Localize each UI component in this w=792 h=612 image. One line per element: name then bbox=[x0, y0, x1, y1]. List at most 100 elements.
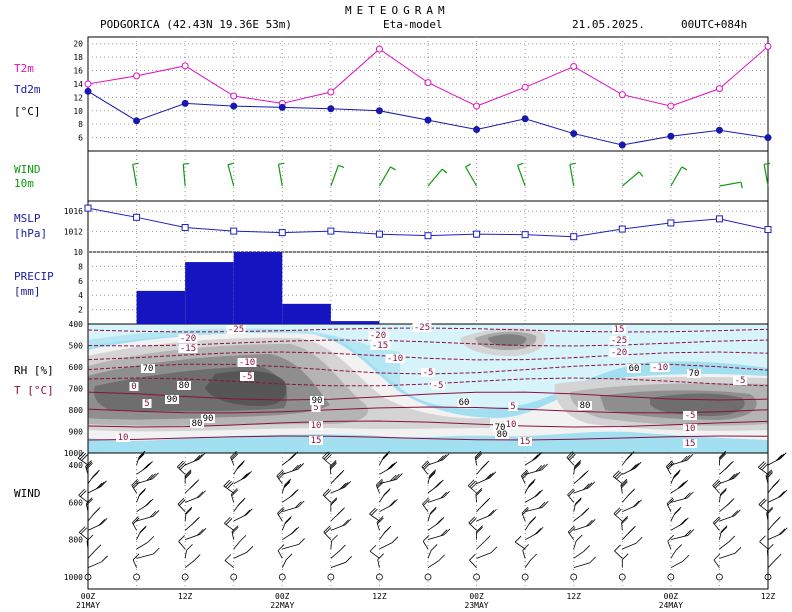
wind-profile-barb-feather bbox=[568, 527, 576, 534]
rh-label-box bbox=[165, 395, 179, 404]
temp-contour-label: -25 bbox=[228, 325, 244, 335]
temp-label-box bbox=[178, 344, 198, 353]
wind-profile-barb-feather bbox=[767, 544, 774, 551]
precip-bar bbox=[282, 303, 331, 324]
wind-profile-barb-feather bbox=[369, 507, 376, 515]
wind10m-barb bbox=[427, 168, 443, 187]
wind-profile-barb-feather bbox=[586, 519, 593, 527]
mslp-point bbox=[764, 226, 772, 234]
precip-tick-label: 4 bbox=[78, 291, 83, 300]
mslp-panel bbox=[87, 200, 769, 253]
wind10m-barb-flag bbox=[183, 162, 190, 165]
temp-contour-label: -15 bbox=[180, 344, 196, 354]
wind-profile-barb-feather bbox=[734, 509, 741, 517]
wind-profile-barb-feather bbox=[178, 535, 185, 542]
wind-profile-barb-feather bbox=[585, 482, 593, 489]
wind-profile-barb-feather bbox=[329, 460, 337, 467]
wind-profile-barb-feather bbox=[528, 517, 536, 525]
wind-profile-barb-feather bbox=[291, 464, 299, 472]
wind-profile-barb-feather bbox=[720, 526, 728, 534]
wind-profile-barb-feather bbox=[100, 518, 108, 525]
wind-profile-barb-feather bbox=[295, 501, 302, 509]
wind-profile-barb-feather bbox=[621, 516, 628, 523]
wind-profile-barb-feather bbox=[468, 516, 476, 524]
wind-profile-barb-feather bbox=[278, 472, 286, 480]
wind-profile-barb-feather bbox=[79, 453, 87, 460]
data-point-t2m bbox=[764, 42, 772, 50]
wind-profile-barb-feather bbox=[246, 546, 254, 553]
wind-profile-barb-feather bbox=[132, 553, 140, 561]
wind-profile-barb-feather bbox=[728, 535, 736, 543]
wind-profile-barb bbox=[136, 553, 154, 559]
temp-contour-label: 5 bbox=[313, 403, 318, 413]
wind-profile-barb-feather bbox=[393, 473, 400, 481]
wind-calm-circle bbox=[327, 573, 335, 581]
wind-profile-barb-feather bbox=[574, 460, 582, 467]
precip-bar bbox=[233, 252, 283, 324]
wind-calm-circle bbox=[376, 573, 383, 581]
wind-profile-barb-feather bbox=[728, 473, 736, 481]
wind-profile-barb-feather bbox=[588, 519, 596, 526]
wind-profile-barb-feather bbox=[442, 453, 450, 461]
wind-profile-barb-feather bbox=[193, 554, 201, 561]
wind-profile-barb-feather bbox=[396, 473, 403, 480]
wind-profile-barb bbox=[758, 467, 769, 475]
temp-contour-label: -10 bbox=[652, 363, 668, 373]
wind-calm-circle bbox=[230, 573, 238, 581]
wind-profile-barb bbox=[369, 513, 380, 522]
wind-profile-barb-feather bbox=[177, 497, 185, 505]
wind-profile-barb-feather bbox=[541, 463, 549, 471]
wind-profile-barb-feather bbox=[422, 534, 430, 542]
rh-contour-label: 60 bbox=[629, 364, 640, 374]
wind-profile-barb-feather bbox=[521, 470, 529, 478]
wind-calm-circle bbox=[133, 573, 140, 581]
wind-profile-barb-feather bbox=[422, 497, 429, 505]
wind-profile-barb bbox=[379, 542, 393, 550]
wind-profile-barb-feather bbox=[534, 528, 542, 535]
wind-profile-barb-feather bbox=[731, 472, 738, 480]
wind-profile-barb-feather bbox=[438, 554, 445, 562]
wind-profile-barb-feather bbox=[567, 488, 574, 496]
wind-profile-barb-feather bbox=[534, 490, 541, 498]
wind-profile-barb-feather bbox=[674, 506, 682, 514]
rh-shading bbox=[88, 324, 768, 453]
wind-profile-barb-feather bbox=[480, 463, 488, 470]
wind-profile-barb-feather bbox=[369, 544, 377, 552]
wind-profile-barb-feather bbox=[297, 500, 305, 508]
wind-profile-barb-feather bbox=[632, 463, 640, 470]
wind-profile-barb-feather bbox=[719, 452, 726, 459]
wind-profile-barb-feather bbox=[421, 460, 429, 468]
wind10m-barb-flag bbox=[441, 168, 448, 174]
temp-tick-label: 8 bbox=[78, 120, 83, 129]
wind-profile-barb-feather bbox=[285, 553, 293, 561]
rh-label-box bbox=[578, 401, 592, 410]
data-point-td2m bbox=[764, 134, 772, 142]
wind-profile-pressure-label: 800 bbox=[69, 536, 84, 545]
temp-tick-label: 10 bbox=[73, 107, 83, 116]
data-point-t2m bbox=[133, 72, 141, 80]
temp-contour-label: -20 bbox=[611, 348, 627, 358]
data-point-td2m bbox=[618, 141, 626, 149]
wind-profile-barb-feather bbox=[774, 553, 782, 561]
wind-calm-circle bbox=[716, 573, 723, 581]
wind-profile-barb-feather bbox=[339, 483, 347, 490]
wind-profile-barb-feather bbox=[771, 481, 779, 489]
wind-profile-barb-feather bbox=[761, 463, 769, 471]
wind-profile-barb-feather bbox=[575, 497, 582, 504]
wind-profile-barb-feather bbox=[440, 454, 447, 461]
wind-profile-barb bbox=[224, 522, 234, 531]
wind-profile-barb bbox=[573, 562, 590, 569]
wind-profile-barb-feather bbox=[335, 472, 342, 480]
temp-label-box bbox=[309, 421, 323, 430]
wind-profile-barb-feather bbox=[430, 544, 438, 551]
mslp-tick-label: 1016 bbox=[64, 207, 83, 216]
mslp-tick-label: 1012 bbox=[64, 228, 83, 237]
wind-profile-label: WIND bbox=[14, 487, 41, 500]
wind-profile-barb-feather bbox=[344, 518, 352, 526]
wind10m-barb bbox=[621, 171, 640, 187]
wind-profile-barb-feather bbox=[469, 553, 476, 561]
wind-profile-barb-feather bbox=[101, 555, 108, 563]
wind-profile-barb-feather bbox=[85, 497, 93, 504]
wind-profile-barb-feather bbox=[490, 508, 497, 516]
wind-profile-barb-feather bbox=[613, 507, 621, 515]
